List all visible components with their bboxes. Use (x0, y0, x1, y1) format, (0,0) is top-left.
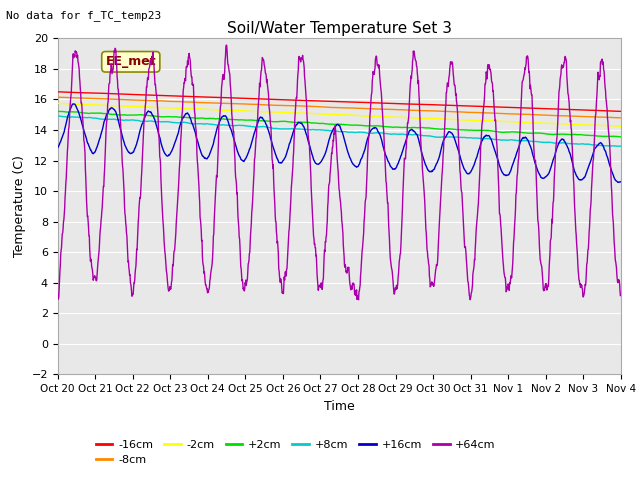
Legend: -16cm, -8cm, -2cm, +2cm, +8cm, +16cm, +64cm: -16cm, -8cm, -2cm, +2cm, +8cm, +16cm, +6… (92, 435, 500, 469)
Text: EE_met: EE_met (106, 55, 156, 68)
Title: Soil/Water Temperature Set 3: Soil/Water Temperature Set 3 (227, 21, 452, 36)
Y-axis label: Temperature (C): Temperature (C) (13, 156, 26, 257)
Text: No data for f_TC_temp23: No data for f_TC_temp23 (6, 10, 162, 21)
X-axis label: Time: Time (324, 400, 355, 413)
